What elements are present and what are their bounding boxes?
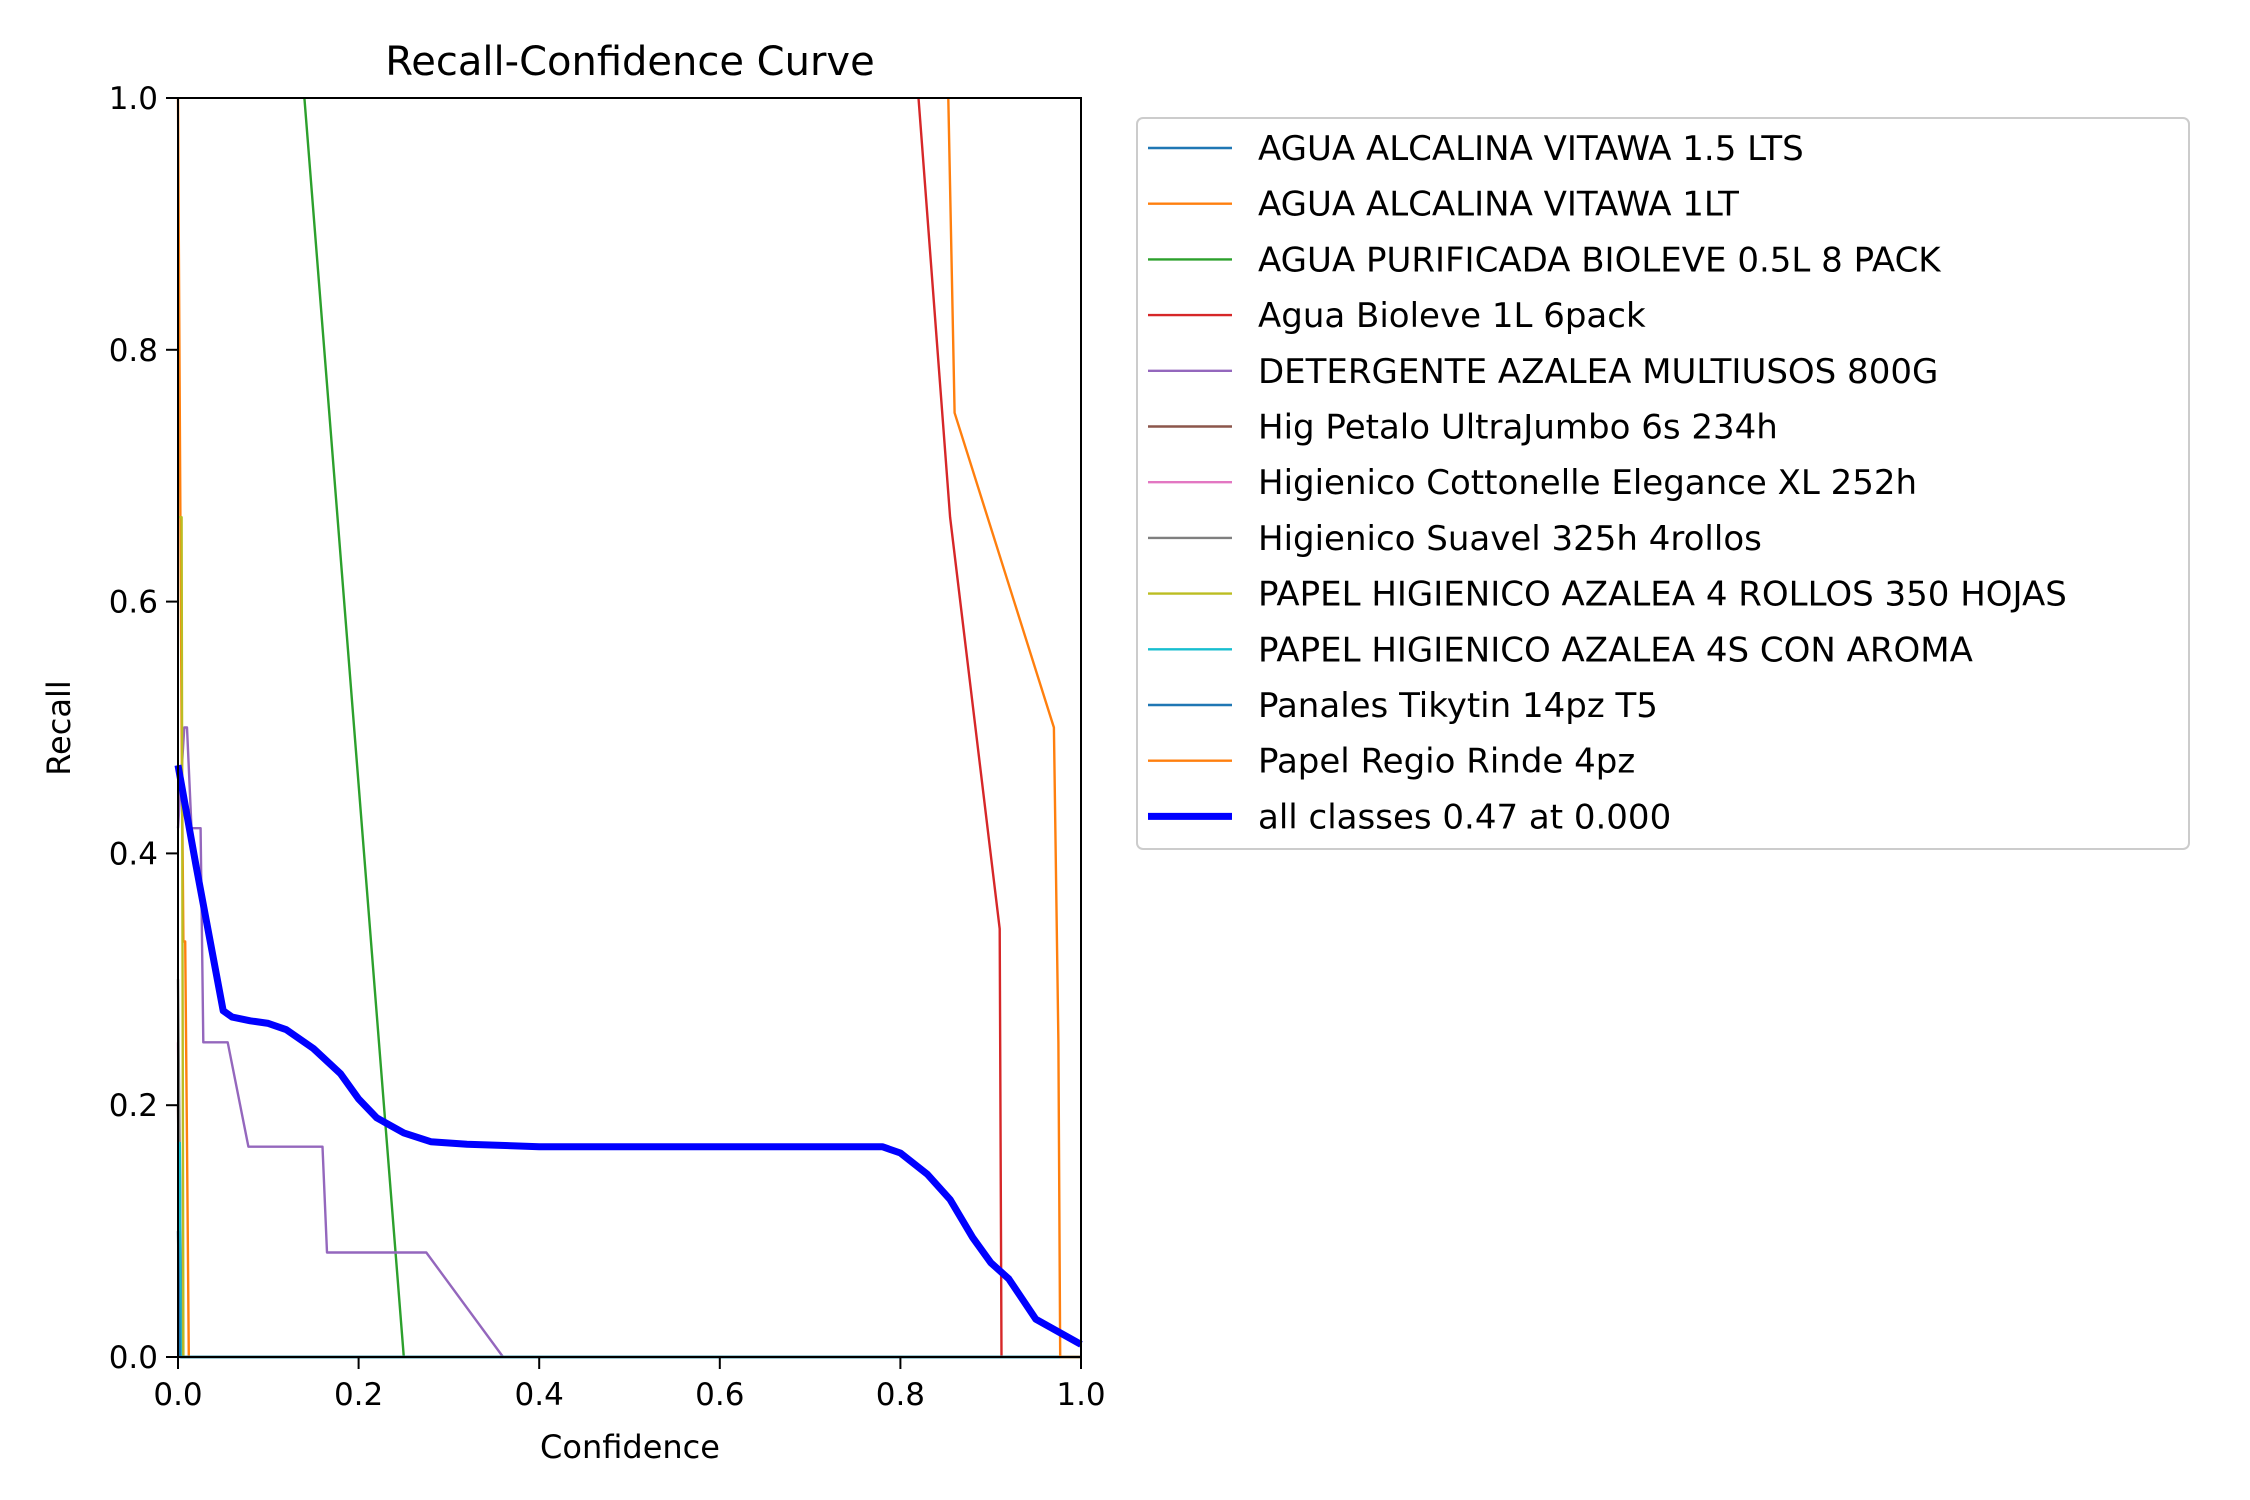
- series-line-1: [176, 97, 1081, 1359]
- y-tick-label: 1.0: [109, 81, 158, 117]
- y-tick-label: 0.6: [109, 585, 158, 621]
- x-tick-label: 0.2: [334, 1377, 383, 1413]
- x-tick-label: 0.4: [515, 1377, 564, 1413]
- chart-title: Recall-Confidence Curve: [385, 39, 874, 85]
- series-line-9: [178, 1141, 1081, 1359]
- series-line-12: [174, 764, 1083, 1348]
- series-line-7: [176, 979, 1081, 1359]
- x-tick-label: 0.0: [153, 1377, 202, 1413]
- x-tick-label: 0.8: [876, 1377, 925, 1413]
- legend-entry: Higienico Cottonelle Elegance XL 252h: [1258, 463, 1917, 503]
- legend-entry: Hig Petalo UltraJumbo 6s 234h: [1258, 408, 1778, 448]
- y-tick-label: 0.4: [109, 836, 158, 872]
- legend-entry: DETERGENTE AZALEA MULTIUSOS 800G: [1258, 352, 1938, 392]
- legend-entry: AGUA ALCALINA VITAWA 1LT: [1258, 185, 1739, 225]
- legend-entry: Papel Regio Rinde 4pz: [1258, 742, 1635, 782]
- y-axis-label: Recall: [40, 680, 78, 775]
- legend-entry: PAPEL HIGIENICO AZALEA 4 ROLLOS 350 HOJA…: [1258, 575, 2067, 615]
- legend: AGUA ALCALINA VITAWA 1.5 LTS AGUA ALCALIN…: [1148, 129, 2067, 837]
- series-line-11: [947, 97, 1081, 1359]
- legend-entry: Higienico Suavel 325h 4rollos: [1258, 519, 1762, 559]
- legend-entry: Panales Tikytin 14pz T5: [1258, 686, 1658, 726]
- x-axis-label: Confidence: [540, 1428, 720, 1466]
- series-line-4: [176, 726, 1081, 1359]
- y-axis: 0.0 0.2 0.4 0.6 0.8 1.0: [109, 81, 178, 1376]
- series-line-10: [176, 1231, 1081, 1359]
- legend-box: [1136, 117, 2190, 850]
- legend-entry: AGUA PURIFICADA BIOLEVE 0.5L 8 PACK: [1258, 240, 1942, 280]
- plot-area: [174, 97, 1083, 1359]
- legend-entry: Agua Bioleve 1L 6pack: [1258, 296, 1646, 336]
- series-line-2: [303, 97, 1081, 1359]
- x-axis: 0.0 0.2 0.4 0.6 0.8 1.0: [153, 1357, 1106, 1413]
- legend-entry: PAPEL HIGIENICO AZALEA 4S CON AROMA: [1258, 630, 1973, 670]
- legend-entry: all classes 0.47 at 0.000: [1258, 797, 1671, 837]
- y-tick-label: 0.0: [109, 1340, 158, 1376]
- x-tick-label: 0.6: [695, 1377, 744, 1413]
- x-tick-label: 1.0: [1056, 1377, 1105, 1413]
- series-line-5: [176, 1105, 1081, 1359]
- y-tick-label: 0.8: [109, 333, 158, 369]
- y-tick-label: 0.2: [109, 1088, 158, 1124]
- series-line-0: [178, 1141, 1081, 1359]
- series-line-8: [178, 516, 1081, 1359]
- legend-entry: AGUA ALCALINA VITAWA 1.5 LTS: [1258, 129, 1804, 169]
- series-line-3: [917, 97, 1081, 1359]
- plot-frame: [177, 97, 1082, 1358]
